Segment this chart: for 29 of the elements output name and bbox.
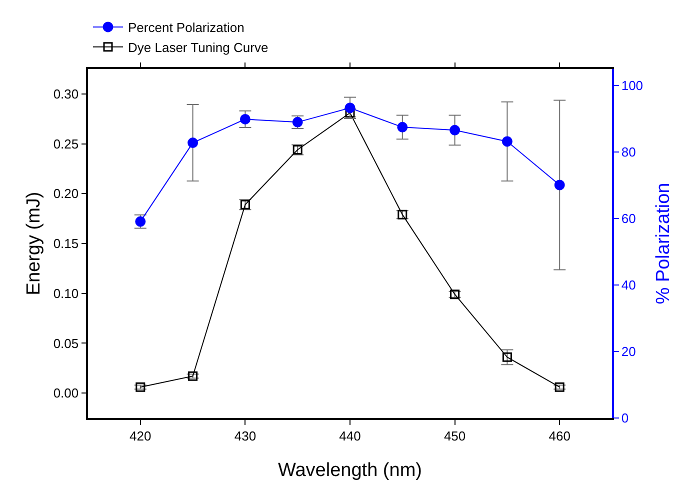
point <box>188 138 198 148</box>
y2-tick-label: 0 <box>621 410 629 426</box>
y-tick-label: 0.05 <box>53 336 79 351</box>
x-tick-label: 420 <box>130 428 152 444</box>
y-tick-label: 0.15 <box>53 236 79 252</box>
y-tick-label: 0.10 <box>53 286 79 301</box>
y-tick-label: 0.25 <box>53 136 79 152</box>
point <box>554 180 565 190</box>
y-tick-label: 0.00 <box>53 386 79 401</box>
x-axis-title: Wavelength (nm) <box>278 460 422 481</box>
y2-tick-label: 60 <box>621 211 636 226</box>
point <box>502 136 512 147</box>
y2-tick-label: 80 <box>621 144 636 160</box>
y2-axis-title: % Polarization <box>653 182 674 304</box>
y-tick-label: 0.30 <box>53 86 79 102</box>
x-tick-label: 450 <box>444 428 466 444</box>
y2-tick-label: 100 <box>621 78 644 94</box>
y2-tick-label: 40 <box>621 278 636 293</box>
point <box>344 102 356 114</box>
legend-label: Percent Polarization <box>128 20 244 36</box>
x-tick-label: 460 <box>548 428 570 444</box>
y-tick-label: 0.20 <box>53 186 79 202</box>
y-axis-title: Energy (mJ) <box>24 192 44 296</box>
x-tick-label: 440 <box>339 428 361 444</box>
x-tick-label: 430 <box>234 428 256 444</box>
point <box>450 124 460 136</box>
y2-tick-label: 20 <box>621 344 636 360</box>
legend-label: Dye Laser Tuning Curve <box>128 40 268 55</box>
point <box>397 122 408 132</box>
